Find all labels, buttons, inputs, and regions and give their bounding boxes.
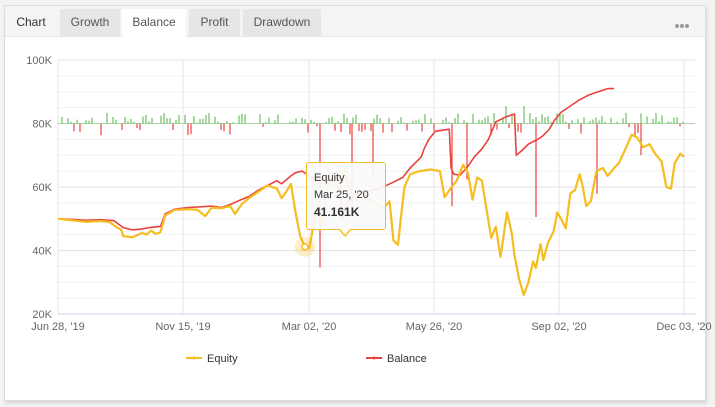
tooltip-date: Mar 25, '20 xyxy=(314,189,369,201)
tooltip-series: Equity xyxy=(314,172,345,184)
x-tick-label: Sep 02, '20 xyxy=(531,321,586,333)
ellipsis-icon[interactable] xyxy=(675,15,693,28)
y-tick-label: 60K xyxy=(32,182,52,194)
hover-point xyxy=(301,243,309,251)
y-tick-label: 40K xyxy=(32,246,52,258)
y-tick-label: 20K xyxy=(32,309,52,321)
tab-drawdown[interactable]: Drawdown xyxy=(243,9,321,36)
x-tick-label: Dec 03, '20 xyxy=(656,321,711,333)
x-tick-label: May 26, '20 xyxy=(406,321,463,333)
balance-legend-label[interactable]: Balance xyxy=(387,353,427,365)
x-tick-label: Jun 28, '19 xyxy=(31,321,84,333)
tab-chart-label: Chart xyxy=(16,15,46,29)
tab-profit[interactable]: Profit xyxy=(189,9,240,36)
y-tick-label: 100K xyxy=(26,55,52,67)
y-tick-label: 80K xyxy=(32,119,52,131)
balance-legend-marker xyxy=(372,356,376,360)
tab-bar: Chart Growth Balance Profit Drawdown xyxy=(5,6,705,37)
chart-tooltip: Equity Mar 25, '20 41.161K xyxy=(306,162,386,230)
tab-balance[interactable]: Balance xyxy=(122,9,186,37)
x-tick-label: Mar 02, '20 xyxy=(282,321,337,333)
equity-line xyxy=(57,133,685,296)
tooltip-value: 41.161K xyxy=(314,205,360,219)
equity-legend-label[interactable]: Equity xyxy=(207,353,238,365)
tooltip-arrow-inner xyxy=(339,228,351,235)
x-tick-label: Nov 15, '19 xyxy=(155,321,210,333)
equity-legend-marker xyxy=(192,356,196,360)
tab-growth[interactable]: Growth xyxy=(60,9,120,36)
